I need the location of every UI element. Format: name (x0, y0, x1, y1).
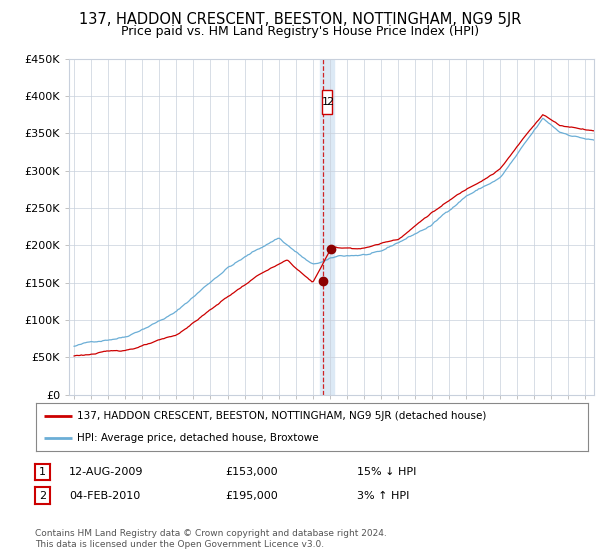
Text: 2: 2 (39, 491, 46, 501)
Text: 2: 2 (326, 97, 333, 107)
Text: 137, HADDON CRESCENT, BEESTON, NOTTINGHAM, NG9 5JR (detached house): 137, HADDON CRESCENT, BEESTON, NOTTINGHA… (77, 411, 487, 421)
Text: Price paid vs. HM Land Registry's House Price Index (HPI): Price paid vs. HM Land Registry's House … (121, 25, 479, 38)
Text: 3% ↑ HPI: 3% ↑ HPI (357, 491, 409, 501)
Text: 12-AUG-2009: 12-AUG-2009 (69, 467, 143, 477)
Text: 1: 1 (322, 97, 329, 107)
Text: 04-FEB-2010: 04-FEB-2010 (69, 491, 140, 501)
FancyBboxPatch shape (322, 90, 332, 114)
Text: Contains HM Land Registry data © Crown copyright and database right 2024.
This d: Contains HM Land Registry data © Crown c… (35, 529, 386, 549)
Text: 15% ↓ HPI: 15% ↓ HPI (357, 467, 416, 477)
Text: 137, HADDON CRESCENT, BEESTON, NOTTINGHAM, NG9 5JR: 137, HADDON CRESCENT, BEESTON, NOTTINGHA… (79, 12, 521, 27)
Text: HPI: Average price, detached house, Broxtowe: HPI: Average price, detached house, Brox… (77, 433, 319, 443)
Text: £195,000: £195,000 (225, 491, 278, 501)
Bar (320, 59, 334, 395)
Text: 1: 1 (39, 467, 46, 477)
Text: £153,000: £153,000 (225, 467, 278, 477)
